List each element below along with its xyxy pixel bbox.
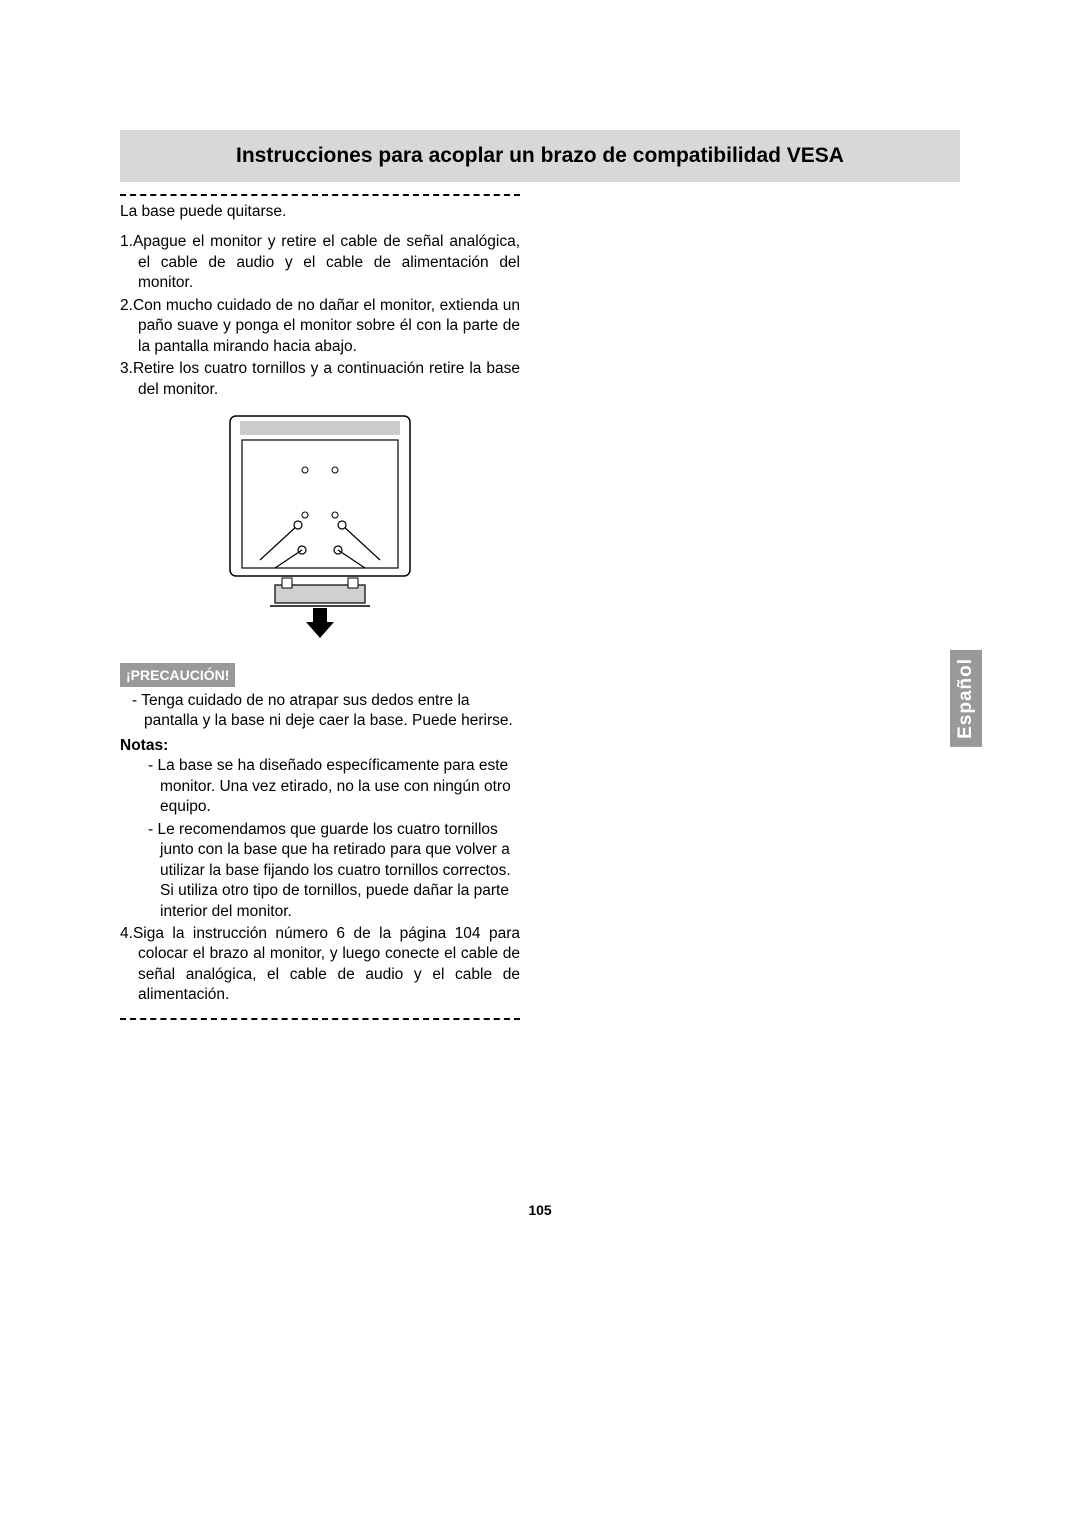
body-column: La base puede quitarse. 1.Apague el moni… — [120, 202, 520, 1020]
note-item: - Le recomendamos que guarde los cuatro … — [148, 820, 520, 922]
step-4: 4.Siga la instrucción número 6 de la pág… — [120, 924, 520, 1006]
step-text: Siga la instrucción número 6 de la págin… — [133, 925, 520, 1003]
monitor-removal-icon — [220, 410, 420, 640]
caution-label: ¡PRECAUCIÓN! — [120, 663, 235, 687]
step-1: 1.Apague el monitor y retire el cable de… — [120, 232, 520, 293]
note-text: La base se ha diseñado específicamente p… — [157, 757, 510, 815]
caution-text: Tenga cuidado de no atrapar sus dedos en… — [141, 692, 513, 729]
page-number: 105 — [0, 1202, 1080, 1218]
step-num: 1. — [120, 233, 133, 250]
step-num: 3. — [120, 360, 133, 377]
step-num: 2. — [120, 297, 133, 314]
page-title: Instrucciones para acoplar un brazo de c… — [120, 130, 960, 182]
note-text: Le recomendamos que guarde los cuatro to… — [157, 821, 510, 920]
steps-list-continued: 4.Siga la instrucción número 6 de la pág… — [120, 924, 520, 1006]
divider-top — [120, 194, 520, 196]
step-text: Apague el monitor y retire el cable de s… — [133, 233, 520, 291]
note-item: - La base se ha diseñado específicamente… — [148, 756, 520, 817]
step-3: 3.Retire los cuatro tornillos y a contin… — [120, 359, 520, 400]
step-text: Retire los cuatro tornillos y a continua… — [133, 360, 520, 397]
step-text: Con mucho cuidado de no dañar el monitor… — [133, 297, 520, 355]
divider-bottom — [120, 1018, 520, 1020]
steps-list: 1.Apague el monitor y retire el cable de… — [120, 232, 520, 400]
step-2: 2.Con mucho cuidado de no dañar el monit… — [120, 296, 520, 357]
step-num: 4. — [120, 925, 133, 942]
monitor-diagram — [120, 410, 520, 646]
notes-label: Notas: — [120, 736, 520, 756]
page-content: Instrucciones para acoplar un brazo de c… — [120, 130, 960, 1026]
intro-text: La base puede quitarse. — [120, 202, 520, 222]
caution-item: - Tenga cuidado de no atrapar sus dedos … — [132, 691, 520, 732]
language-tab: Español — [950, 650, 982, 747]
caution-list: - Tenga cuidado de no atrapar sus dedos … — [120, 691, 520, 732]
notes-list: - La base se ha diseñado específicamente… — [120, 756, 520, 922]
